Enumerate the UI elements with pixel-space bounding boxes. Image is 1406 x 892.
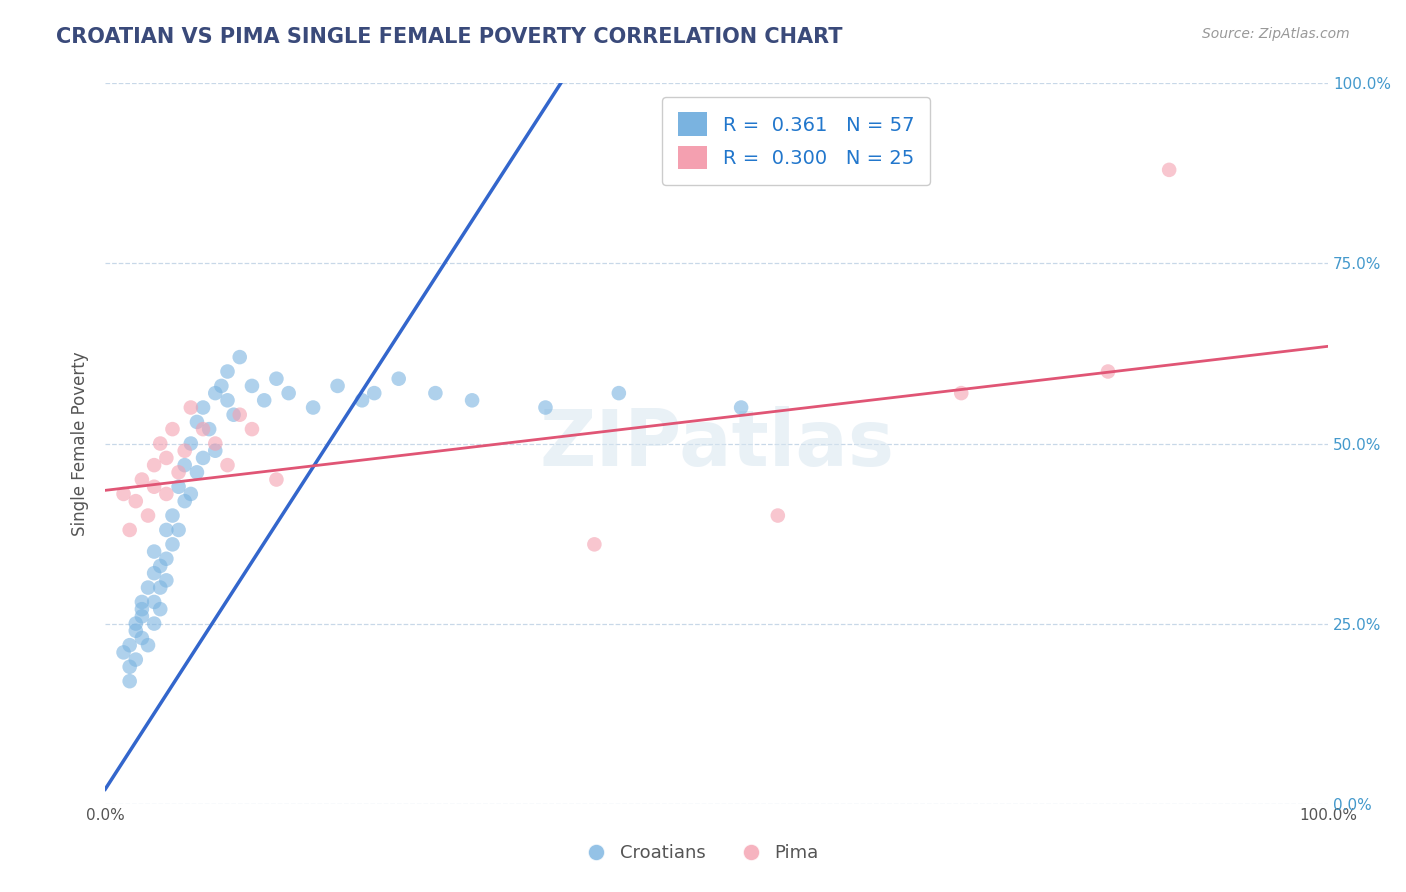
Point: [143, 566, 166, 581]
Point: [266, 473, 288, 487]
Point: [583, 537, 606, 551]
Point: [766, 508, 789, 523]
Point: [155, 450, 177, 465]
Y-axis label: Single Female Poverty: Single Female Poverty: [72, 351, 89, 536]
Point: [730, 401, 752, 415]
Point: [229, 350, 252, 364]
Point: [125, 494, 148, 508]
Point: [266, 372, 288, 386]
Point: [149, 602, 172, 616]
Legend: R =  0.361   N = 57, R =  0.300   N = 25: R = 0.361 N = 57, R = 0.300 N = 25: [662, 96, 929, 185]
Point: [950, 386, 973, 401]
Point: [143, 458, 166, 472]
Point: [167, 523, 190, 537]
Text: Source: ZipAtlas.com: Source: ZipAtlas.com: [1202, 27, 1350, 41]
Point: [326, 379, 349, 393]
Point: [180, 487, 202, 501]
Point: [149, 436, 172, 450]
Point: [217, 458, 239, 472]
Point: [131, 473, 153, 487]
Point: [118, 638, 141, 652]
Point: [198, 422, 221, 436]
Point: [162, 422, 184, 436]
Point: [350, 393, 373, 408]
Text: CROATIAN VS PIMA SINGLE FEMALE POVERTY CORRELATION CHART: CROATIAN VS PIMA SINGLE FEMALE POVERTY C…: [56, 27, 842, 46]
Point: [162, 508, 184, 523]
Point: [277, 386, 299, 401]
Point: [149, 558, 172, 573]
Point: [204, 436, 226, 450]
Point: [191, 450, 214, 465]
Point: [1159, 162, 1181, 177]
Point: [155, 487, 177, 501]
Point: [125, 624, 148, 638]
Point: [461, 393, 484, 408]
Legend: Croatians, Pima: Croatians, Pima: [581, 838, 825, 870]
Point: [112, 645, 135, 659]
Point: [131, 631, 153, 645]
Point: [1097, 364, 1119, 378]
Point: [167, 466, 190, 480]
Point: [162, 537, 184, 551]
Point: [186, 415, 208, 429]
Point: [425, 386, 447, 401]
Point: [131, 609, 153, 624]
Point: [180, 401, 202, 415]
Point: [204, 386, 226, 401]
Point: [143, 595, 166, 609]
Point: [240, 422, 263, 436]
Point: [118, 674, 141, 689]
Point: [167, 480, 190, 494]
Point: [191, 401, 214, 415]
Point: [388, 372, 411, 386]
Point: [143, 616, 166, 631]
Point: [118, 523, 141, 537]
Point: [191, 422, 214, 436]
Point: [125, 652, 148, 666]
Point: [125, 616, 148, 631]
Point: [155, 551, 177, 566]
Point: [222, 408, 245, 422]
Point: [118, 660, 141, 674]
Point: [155, 574, 177, 588]
Point: [136, 508, 159, 523]
Text: ZIPatlas: ZIPatlas: [538, 406, 894, 482]
Point: [217, 364, 239, 378]
Point: [180, 436, 202, 450]
Point: [173, 443, 195, 458]
Point: [204, 443, 226, 458]
Point: [302, 401, 325, 415]
Point: [186, 466, 208, 480]
Point: [534, 401, 557, 415]
Point: [173, 494, 195, 508]
Point: [229, 408, 252, 422]
Point: [363, 386, 385, 401]
Point: [112, 487, 135, 501]
Point: [240, 379, 263, 393]
Point: [131, 602, 153, 616]
Point: [143, 544, 166, 558]
Point: [607, 386, 630, 401]
Point: [155, 523, 177, 537]
Point: [253, 393, 276, 408]
Point: [136, 581, 159, 595]
Point: [131, 595, 153, 609]
Point: [136, 638, 159, 652]
Point: [143, 480, 166, 494]
Point: [209, 379, 232, 393]
Point: [217, 393, 239, 408]
Point: [173, 458, 195, 472]
Point: [149, 581, 172, 595]
